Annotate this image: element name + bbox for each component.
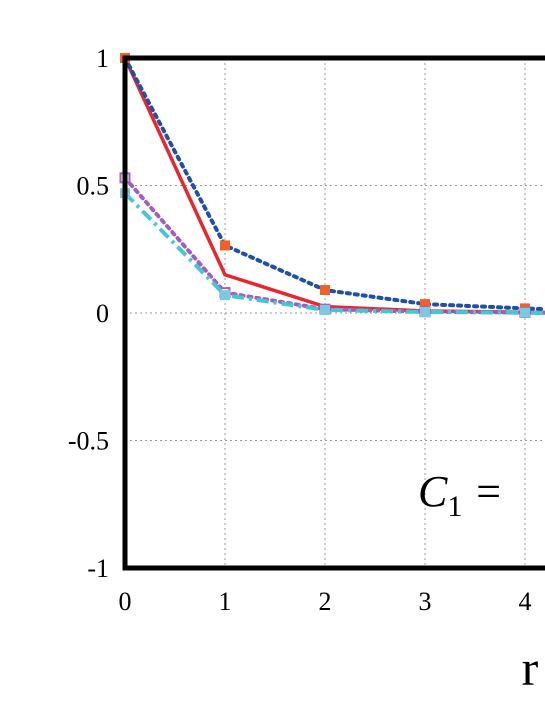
y-tick-label: -0.5 (68, 427, 109, 456)
series-4-marker (521, 308, 530, 317)
series-4-marker (421, 307, 430, 316)
x-tick-label: 3 (419, 587, 432, 616)
x-tick-label: 1 (219, 587, 232, 616)
y-tick-label: 0 (96, 299, 109, 328)
series-2-marker (321, 286, 330, 295)
series-4-marker (321, 305, 330, 314)
annotation-suffix: = (462, 467, 503, 516)
x-tick-label: 0 (119, 587, 132, 616)
annotation-subscript: 1 (447, 490, 462, 523)
annotation-text: C1 = (418, 467, 503, 523)
y-axis-tick-labels: 1 0.5 0 -0.5 -1 (68, 44, 109, 583)
series-4-marker (221, 291, 230, 300)
x-axis-tick-labels: 0 1 2 3 4 (119, 587, 532, 616)
x-tick-label: 4 (519, 587, 532, 616)
x-tick-label: 2 (319, 587, 332, 616)
x-axis-label: r (522, 640, 539, 696)
series-line-2 (125, 58, 545, 309)
series-2-marker (221, 241, 230, 250)
y-tick-label: -1 (87, 554, 109, 583)
annotation-prefix: C (418, 467, 448, 516)
y-tick-label: 0.5 (77, 172, 110, 201)
y-tick-label: 1 (96, 44, 109, 73)
